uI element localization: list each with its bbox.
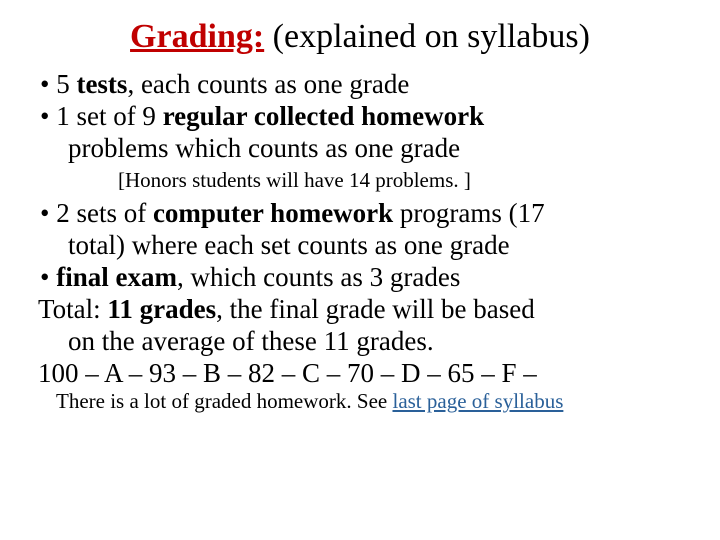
slide-title: Grading: (explained on syllabus)	[28, 18, 692, 55]
slide: Grading: (explained on syllabus) 5 tests…	[0, 0, 720, 540]
bullet-comp-hw-cont: total) where each set counts as one grad…	[28, 230, 692, 262]
bullet-hw-cont: problems which counts as one grade	[28, 133, 692, 165]
bullet-list-2: 2 sets of computer homework programs (17	[40, 198, 692, 230]
syllabus-link[interactable]: last page of syllabus	[392, 389, 563, 413]
title-suffix: (explained on syllabus)	[264, 18, 590, 55]
honors-note: [Honors students will have 14 problems. …	[28, 167, 692, 194]
bullet-comp-hw: 2 sets of computer homework programs (17	[40, 198, 692, 230]
total-line: Total: 11 grades, the final grade will b…	[28, 294, 692, 326]
bullet-list-3: final exam, which counts as 3 grades	[40, 262, 692, 294]
title-main: Grading:	[130, 18, 264, 55]
bullet-hw: 1 set of 9 regular collected homework	[40, 101, 692, 133]
bullet-list-1: 5 tests, each counts as one grade 1 set …	[40, 69, 692, 133]
bullet-tests: 5 tests, each counts as one grade	[40, 69, 692, 101]
total-cont: on the average of these 11 grades.	[28, 326, 692, 358]
bullet-final: final exam, which counts as 3 grades	[40, 262, 692, 294]
footnote: There is a lot of graded homework. See l…	[28, 389, 692, 414]
grade-scale: 100 – A – 93 – B – 82 – C – 70 – D – 65 …	[28, 358, 692, 390]
